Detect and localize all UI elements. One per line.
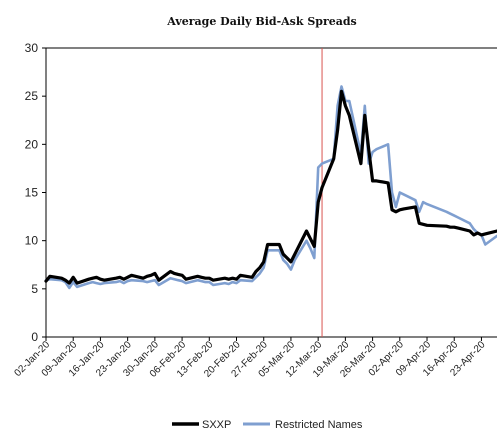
- chart-title: Average Daily Bid-Ask Spreads: [166, 15, 357, 28]
- legend-label-restricted-names: Restricted Names: [275, 419, 363, 430]
- y-tick-label: 10: [25, 234, 39, 248]
- series-layer: [44, 85, 497, 290]
- series-line-restricted-names: [44, 85, 497, 290]
- series-line-sxxp: [44, 89, 497, 285]
- y-tick-label: 30: [25, 41, 39, 55]
- y-tick-label: 20: [25, 137, 39, 151]
- axes: 05101520253002-Jan-2009-Jan-2016-Jan-202…: [13, 41, 497, 380]
- legend-label-sxxp: SXXP: [202, 419, 231, 430]
- y-tick-label: 15: [25, 186, 39, 200]
- y-tick-label: 5: [31, 282, 38, 296]
- y-tick-label: 25: [25, 89, 39, 103]
- y-tick-label: 0: [31, 330, 38, 344]
- legend: SXXP Restricted Names: [172, 419, 363, 430]
